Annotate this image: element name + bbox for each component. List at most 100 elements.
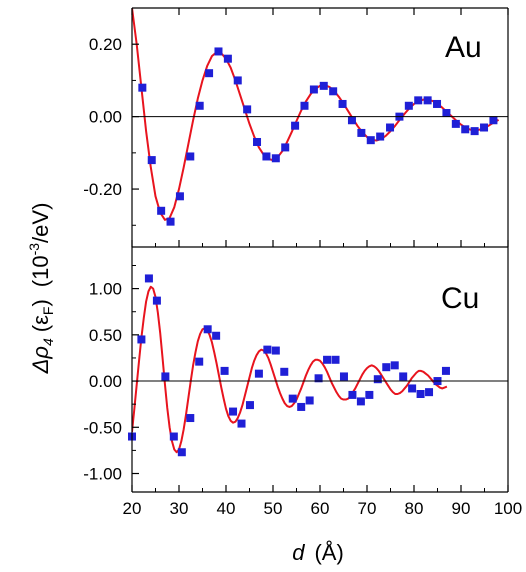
cu-data-point [390,361,399,370]
cu-data-point [137,335,146,344]
x-tick-label: 90 [452,499,471,518]
au-data-point [300,101,309,110]
au-data-point [138,83,147,92]
x-tick-label: 40 [217,499,236,518]
y-axis-argument-subscript: F [40,307,56,316]
x-tick-label: 60 [311,499,330,518]
x-tick-label: 50 [264,499,283,518]
au-axes-layer [131,7,509,248]
x-axis-title: d (Å) [292,540,344,565]
au-data-point [423,96,432,105]
au-data-point [414,96,423,105]
cu-y-tick-label: 0.50 [89,326,122,345]
au-data-point [233,76,242,85]
cu-points-layer [128,274,450,457]
cu-fit-curve [132,285,448,454]
au-data-point [205,69,214,78]
au-y-tick-labels: -0.20 0.00 0.20 [83,35,122,199]
cu-data-point [356,397,365,406]
au-y-tick-label: 0.20 [89,35,122,54]
au-points-layer [138,47,498,226]
cu-data-point [314,374,323,383]
cu-data-point [212,331,221,340]
au-data-point [470,127,479,136]
y-axis-symbol: Δρ [28,346,53,374]
x-tick-label: 30 [170,499,189,518]
x-tick-label: 80 [405,499,424,518]
cu-y-tick-label: 1.00 [89,280,122,299]
cu-data-point [365,390,374,399]
au-y-tick-label: 0.00 [89,108,122,127]
x-tick-label: 100 [494,499,522,518]
au-data-point [243,105,252,114]
au-data-point [329,87,338,96]
cu-data-point [297,402,306,411]
cu-data-point [177,448,186,457]
cu-data-point [144,274,153,283]
au-data-point [386,123,395,132]
cu-y-tick-label: -1.00 [83,465,122,484]
y-axis-title: Δρ4 (εF) (10-3/eV) [26,203,56,375]
cu-data-point [348,390,357,399]
au-data-point [433,99,442,108]
au-y-tick-label: -0.20 [83,180,122,199]
y-axis-unit-open: (10 [28,255,53,287]
y-axis-argument-open: (ε [28,315,53,332]
au-data-point [195,101,204,110]
y-axis-unit-exponent: -3 [26,243,42,256]
au-data-point [281,143,290,152]
au-data-point [271,154,280,163]
cu-data-point [237,419,246,428]
panel-label-au: Au [445,31,482,64]
x-tick-label: 70 [358,499,377,518]
cu-data-point [280,367,289,376]
cu-data-point [152,296,161,305]
au-data-point [147,156,156,165]
cu-data-point [195,357,204,366]
au-data-point [357,128,366,137]
cu-y-tick-label: 0.00 [89,372,122,391]
cu-data-point [186,414,195,423]
au-data-point [461,125,470,134]
au-data-point [480,123,489,132]
cu-data-point [441,366,450,375]
au-data-point [376,132,385,141]
cu-axes-layer [131,247,509,493]
au-data-point [157,206,166,215]
au-data-point [489,116,498,125]
au-data-point [214,47,223,56]
cu-data-point [305,396,314,405]
cu-data-point [271,346,280,355]
cu-data-point [382,363,391,372]
au-data-point [186,152,195,161]
cu-data-point [323,355,332,364]
au-data-point [338,99,347,108]
cu-data-point [339,372,348,381]
cu-data-point [425,388,434,397]
cu-data-point [408,384,417,393]
au-data-point [366,136,375,145]
au-data-point [404,101,413,110]
cu-data-point [161,372,170,381]
cu-data-point [169,432,178,441]
cu-data-point [288,394,297,403]
y-axis-subscript: 4 [40,338,56,346]
au-data-point [262,152,271,161]
y-axis-unit-close: /eV) [28,203,53,243]
cu-data-point [399,372,408,381]
x-axis-symbol: d [292,540,305,565]
panel-label-cu: Cu [441,282,479,315]
au-data-point [253,137,262,146]
panel-cu: -1.00 -0.50 0.00 0.50 1.00 Cu [83,247,509,493]
au-data-point [166,217,175,226]
cu-data-point [263,345,272,354]
cu-data-point [416,390,425,398]
cu-data-point [203,325,212,334]
au-data-point [442,109,451,118]
au-data-point [175,192,184,201]
cu-fit-curve-layer [132,285,448,454]
cu-y-tick-labels: -1.00 -0.50 0.00 0.50 1.00 [83,280,122,484]
cu-data-point [245,401,254,410]
cu-data-point [254,369,263,378]
